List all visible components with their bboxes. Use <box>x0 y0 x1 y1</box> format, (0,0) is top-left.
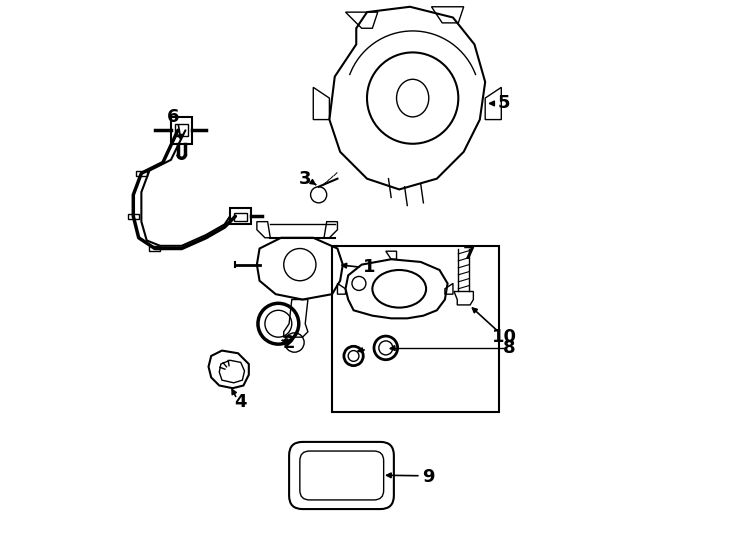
Text: 8: 8 <box>503 339 516 357</box>
Text: 3: 3 <box>299 170 311 188</box>
Text: 1: 1 <box>363 258 376 276</box>
Text: 9: 9 <box>423 468 435 486</box>
Text: 2: 2 <box>283 334 295 352</box>
Text: 4: 4 <box>234 393 247 410</box>
Bar <box>233 213 247 220</box>
Text: 6: 6 <box>167 108 180 126</box>
Text: 7: 7 <box>463 245 476 263</box>
Text: 10: 10 <box>492 328 517 346</box>
Bar <box>175 124 188 136</box>
Text: 5: 5 <box>498 94 510 112</box>
Bar <box>332 246 498 413</box>
